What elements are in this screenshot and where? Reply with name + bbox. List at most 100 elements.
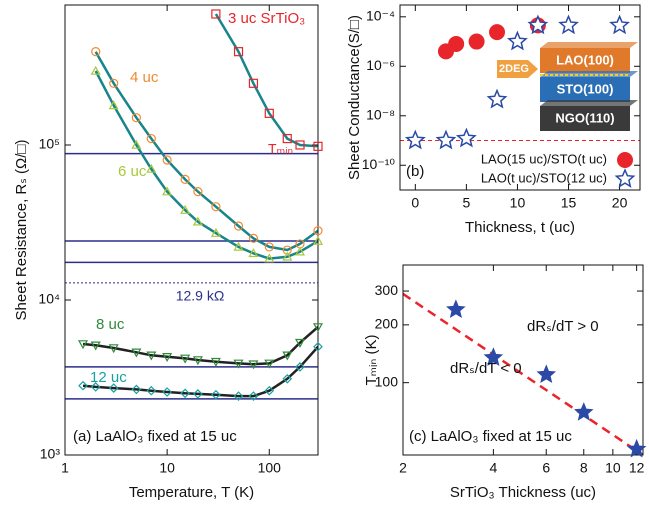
data-point [248, 233, 259, 243]
fit-line [82, 326, 318, 366]
data-point [192, 216, 203, 226]
data-point [233, 47, 244, 57]
series-label: 3 uc SrTiO₃ [228, 10, 305, 27]
data-point [295, 140, 305, 150]
data-point [312, 235, 324, 245]
data-point [264, 242, 274, 252]
data-point [282, 251, 293, 261]
layer [540, 106, 630, 131]
data-point [248, 78, 259, 88]
y-axis-label: Tₘᵢₙ (K) [363, 334, 380, 385]
layer-label: NGO(110) [555, 110, 614, 125]
data-point [507, 30, 528, 51]
x-tick-label: 100 [258, 460, 282, 476]
data-point [435, 129, 457, 150]
legend-marker [617, 152, 633, 168]
y-tick-label: 300 [375, 282, 399, 298]
layer-label: STO(100) [557, 81, 614, 96]
data-point [312, 323, 324, 333]
data-point [233, 221, 244, 231]
x-tick-label: 12 [629, 460, 645, 476]
data-point [626, 438, 647, 458]
layer-label: LAO(100) [556, 52, 614, 67]
data-point [264, 253, 275, 263]
data-point [146, 385, 157, 396]
data-point [455, 127, 477, 148]
layer [540, 48, 630, 73]
data-point [313, 341, 323, 352]
data-point [282, 373, 293, 384]
data-point [180, 388, 190, 399]
y-tick-label: 10³ [40, 446, 61, 462]
layer-top [540, 100, 638, 106]
data-point [131, 139, 142, 149]
x-tick-label: 0 [411, 195, 419, 211]
x-tick-label: 10 [159, 460, 175, 476]
legend-label: LAO(t uc)/STO(12 uc) [481, 170, 607, 185]
panel-annotation: (a) LaAlO₃ fixed at 15 uc [73, 428, 237, 445]
y-axis-label: Sheet Resistance, Rₛ (Ω/□) [13, 140, 30, 321]
data-point [468, 33, 485, 50]
data-point [233, 391, 244, 401]
x-tick-label: 10 [510, 195, 526, 211]
axes-frame [399, 4, 641, 191]
data-point [146, 163, 157, 173]
data-point [233, 241, 244, 251]
data-point [233, 359, 244, 369]
data-point [193, 389, 203, 399]
data-point [193, 187, 203, 197]
y-tick-label: 10⁴ [38, 291, 60, 307]
x-tick-label: 1 [61, 460, 69, 476]
data-point [162, 186, 173, 196]
data-point [313, 141, 323, 151]
data-point [162, 353, 173, 363]
data-point [210, 357, 221, 367]
data-point [90, 341, 101, 351]
data-point [180, 354, 191, 364]
data-point [211, 9, 221, 19]
arrow-label: 2DEG [499, 63, 529, 75]
data-point [282, 133, 292, 144]
x-tick-label: 8 [580, 460, 588, 476]
data-point [282, 351, 293, 361]
data-point [294, 338, 306, 348]
data-point [146, 351, 157, 361]
annotation: dRₛ/dT > 0 [527, 318, 599, 335]
data-point [609, 14, 630, 35]
x-tick-label: 5 [462, 195, 470, 211]
x-tick-label: 6 [542, 460, 550, 476]
data-point [162, 387, 172, 397]
data-point [131, 348, 142, 358]
data-point [248, 391, 259, 401]
y-tick-label: 200 [375, 316, 399, 332]
data-point [248, 360, 259, 370]
data-point [146, 133, 156, 144]
x-axis-label: Thickness, t (uc) [465, 219, 575, 236]
data-point [210, 227, 221, 237]
data-point [131, 384, 142, 395]
data-point [211, 202, 221, 212]
data-point [211, 389, 221, 400]
axes-frame [64, 4, 319, 456]
layer-top [540, 42, 638, 48]
x-axis-label: SrTiO₃ Thickness (uc) [450, 484, 596, 501]
x-tick-label: 15 [561, 195, 577, 211]
x-tick-label: 10 [605, 460, 621, 476]
y-tick-label: 10⁻⁸ [366, 106, 395, 122]
annotation: dRₛ/dT < 0 [450, 360, 522, 377]
data-point [558, 14, 579, 35]
x-tick-label: 4 [489, 460, 497, 476]
data-point [536, 364, 557, 384]
y-tick-label: 100 [375, 373, 399, 389]
data-point [313, 226, 323, 236]
legend-label: LAO(15 uc)/STO(t uc) [481, 151, 607, 166]
fit-line [214, 13, 318, 148]
data-point [108, 100, 119, 110]
y-tick-label: 10⁻¹⁰ [362, 156, 396, 172]
data-point [486, 88, 508, 109]
legend-marker [614, 168, 636, 188]
data-point [489, 24, 506, 41]
data-point [527, 14, 549, 35]
y-tick-label: 10⁻⁶ [366, 57, 395, 73]
plot-area [65, 13, 318, 400]
